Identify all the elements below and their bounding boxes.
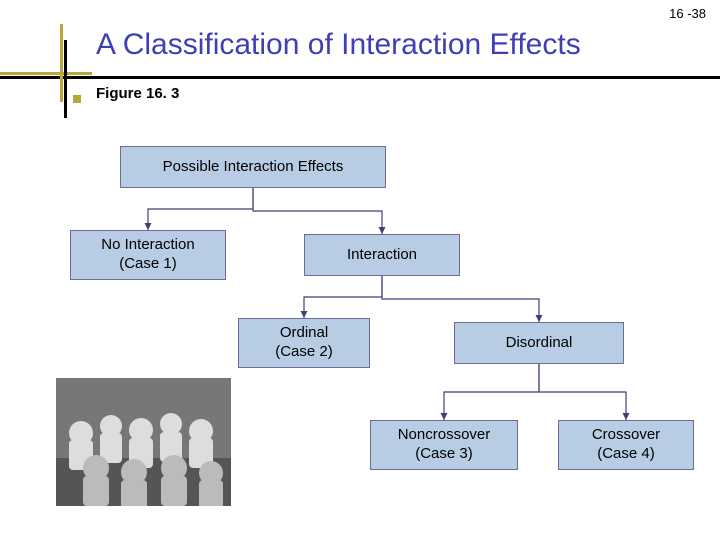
node-label: Disordinal bbox=[506, 334, 573, 353]
title-vertical-line bbox=[64, 40, 67, 118]
node-noncrossover: Noncrossover (Case 3) bbox=[370, 420, 518, 470]
node-label: Crossover bbox=[592, 426, 660, 445]
slide-title: A Classification of Interaction Effects bbox=[96, 28, 581, 62]
node-sublabel: (Case 4) bbox=[597, 445, 655, 464]
title-underline bbox=[0, 76, 720, 79]
node-label: Possible Interaction Effects bbox=[163, 158, 344, 177]
node-label: No Interaction bbox=[101, 236, 194, 255]
figure-label: Figure 16. 3 bbox=[96, 85, 179, 102]
node-label: Interaction bbox=[347, 246, 417, 265]
title-accent-vertical bbox=[60, 24, 63, 102]
node-no-interaction: No Interaction (Case 1) bbox=[70, 230, 226, 280]
node-sublabel: (Case 2) bbox=[275, 343, 333, 362]
bullet-square-icon bbox=[73, 95, 81, 103]
node-possible-interaction-effects: Possible Interaction Effects bbox=[120, 146, 386, 188]
node-disordinal: Disordinal bbox=[454, 322, 624, 364]
title-accent-bar bbox=[0, 72, 92, 75]
node-interaction: Interaction bbox=[304, 234, 460, 276]
group-photo-placeholder bbox=[56, 378, 231, 506]
node-crossover: Crossover (Case 4) bbox=[558, 420, 694, 470]
node-sublabel: (Case 3) bbox=[415, 445, 473, 464]
node-ordinal: Ordinal (Case 2) bbox=[238, 318, 370, 368]
node-label: Noncrossover bbox=[398, 426, 491, 445]
node-label: Ordinal bbox=[280, 324, 328, 343]
slide: 16 -38 A Classification of Interaction E… bbox=[0, 0, 720, 540]
node-sublabel: (Case 1) bbox=[119, 255, 177, 274]
page-number: 16 -38 bbox=[669, 6, 706, 21]
